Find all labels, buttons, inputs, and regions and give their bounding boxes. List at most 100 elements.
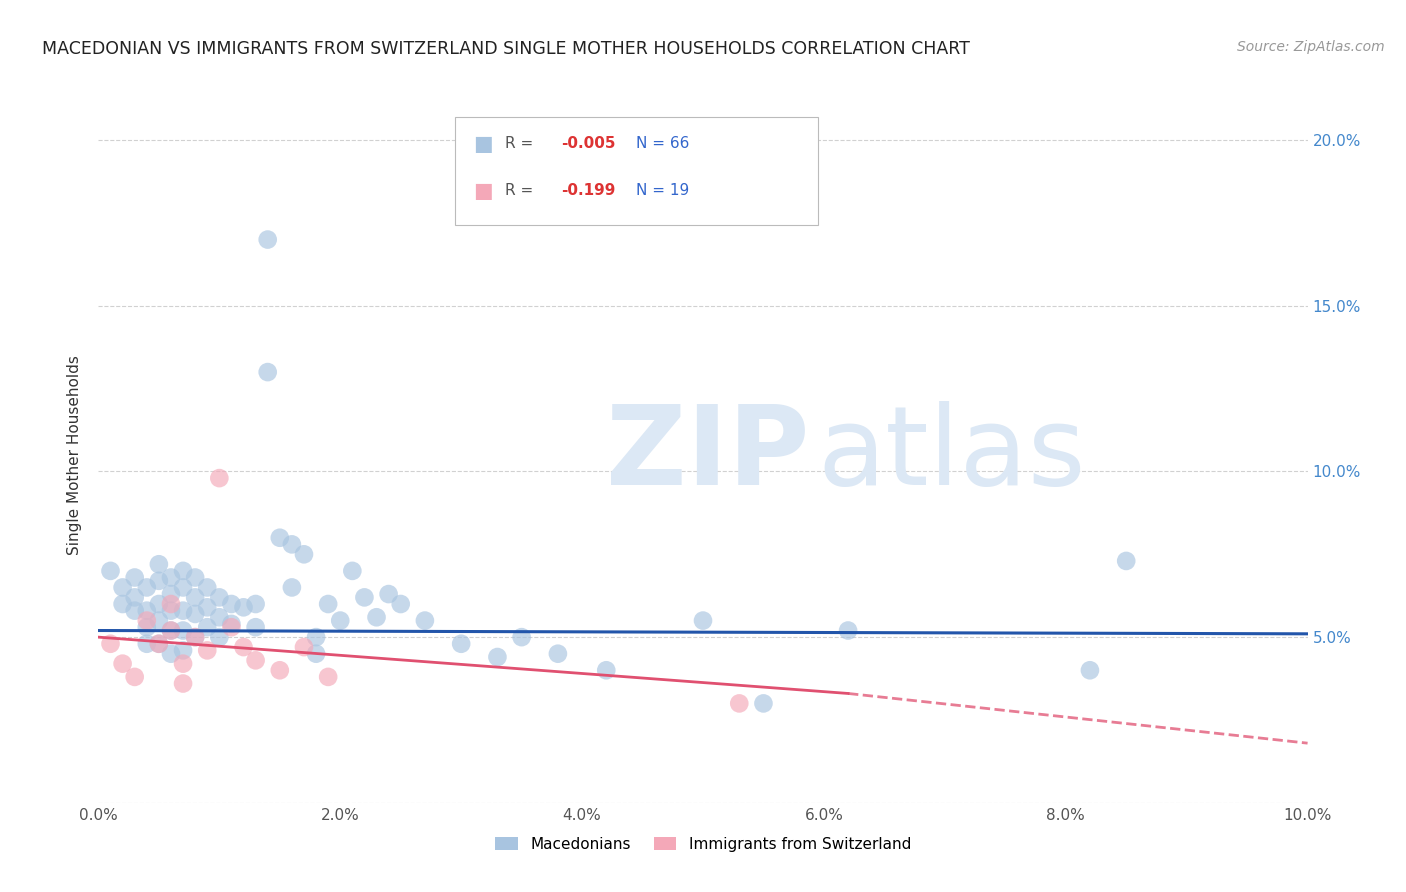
- Point: [245, 620, 267, 634]
- Point: [111, 657, 134, 671]
- Point: [160, 570, 183, 584]
- FancyBboxPatch shape: [456, 118, 818, 226]
- Point: [135, 581, 157, 595]
- Point: [172, 643, 194, 657]
- Text: N = 66: N = 66: [637, 136, 690, 152]
- Text: ■: ■: [474, 134, 494, 154]
- Point: [124, 604, 146, 618]
- Point: [232, 640, 254, 654]
- Point: [184, 630, 207, 644]
- Point: [728, 697, 751, 711]
- Point: [148, 574, 170, 588]
- Text: R =: R =: [505, 136, 538, 152]
- Text: atlas: atlas: [818, 401, 1087, 508]
- Point: [413, 614, 436, 628]
- Point: [172, 581, 194, 595]
- Point: [160, 624, 183, 638]
- Point: [195, 600, 218, 615]
- Point: [292, 640, 315, 654]
- Point: [172, 657, 194, 671]
- Point: [245, 653, 267, 667]
- Point: [148, 597, 170, 611]
- Point: [172, 624, 194, 638]
- Point: [160, 647, 183, 661]
- Text: ■: ■: [474, 180, 494, 201]
- Point: [160, 587, 183, 601]
- Point: [124, 591, 146, 605]
- Point: [752, 697, 775, 711]
- Y-axis label: Single Mother Households: Single Mother Households: [67, 355, 83, 555]
- Point: [281, 537, 304, 551]
- Point: [195, 581, 218, 595]
- Point: [245, 597, 267, 611]
- Point: [342, 564, 364, 578]
- Point: [124, 670, 146, 684]
- Point: [100, 637, 122, 651]
- Text: R =: R =: [505, 183, 543, 198]
- Point: [135, 637, 157, 651]
- Point: [135, 604, 157, 618]
- Point: [837, 624, 859, 638]
- Point: [292, 547, 315, 561]
- Point: [316, 670, 339, 684]
- Point: [281, 581, 304, 595]
- Point: [1115, 554, 1137, 568]
- Point: [547, 647, 569, 661]
- Point: [195, 620, 218, 634]
- Point: [184, 591, 207, 605]
- Point: [221, 616, 243, 631]
- Point: [195, 643, 218, 657]
- Point: [172, 564, 194, 578]
- Point: [269, 531, 291, 545]
- Point: [1078, 663, 1101, 677]
- Point: [148, 637, 170, 651]
- Point: [172, 604, 194, 618]
- Point: [510, 630, 533, 644]
- Point: [208, 591, 231, 605]
- Point: [450, 637, 472, 651]
- Point: [256, 365, 278, 379]
- Point: [100, 564, 122, 578]
- Point: [316, 597, 339, 611]
- Point: [148, 558, 170, 572]
- Point: [353, 591, 375, 605]
- Point: [111, 581, 134, 595]
- Text: MACEDONIAN VS IMMIGRANTS FROM SWITZERLAND SINGLE MOTHER HOUSEHOLDS CORRELATION C: MACEDONIAN VS IMMIGRANTS FROM SWITZERLAN…: [42, 40, 970, 58]
- Point: [148, 614, 170, 628]
- Point: [305, 630, 328, 644]
- Text: -0.005: -0.005: [561, 136, 616, 152]
- Point: [366, 610, 388, 624]
- Point: [692, 614, 714, 628]
- Point: [160, 597, 183, 611]
- Point: [124, 570, 146, 584]
- Point: [269, 663, 291, 677]
- Point: [135, 614, 157, 628]
- Text: -0.199: -0.199: [561, 183, 616, 198]
- Point: [148, 637, 170, 651]
- Point: [256, 233, 278, 247]
- Point: [184, 630, 207, 644]
- Point: [111, 597, 134, 611]
- Point: [389, 597, 412, 611]
- Legend: Macedonians, Immigrants from Switzerland: Macedonians, Immigrants from Switzerland: [489, 830, 917, 858]
- Point: [135, 620, 157, 634]
- Point: [221, 597, 243, 611]
- Point: [160, 624, 183, 638]
- Text: N = 19: N = 19: [637, 183, 690, 198]
- Point: [232, 600, 254, 615]
- Point: [377, 587, 399, 601]
- Text: Source: ZipAtlas.com: Source: ZipAtlas.com: [1237, 40, 1385, 54]
- Point: [160, 604, 183, 618]
- Point: [172, 676, 194, 690]
- Text: ZIP: ZIP: [606, 401, 810, 508]
- Point: [329, 614, 352, 628]
- Point: [208, 610, 231, 624]
- Point: [221, 620, 243, 634]
- Point: [486, 650, 509, 665]
- Point: [595, 663, 617, 677]
- Point: [208, 630, 231, 644]
- Point: [184, 570, 207, 584]
- Point: [184, 607, 207, 621]
- Point: [305, 647, 328, 661]
- Point: [208, 471, 231, 485]
